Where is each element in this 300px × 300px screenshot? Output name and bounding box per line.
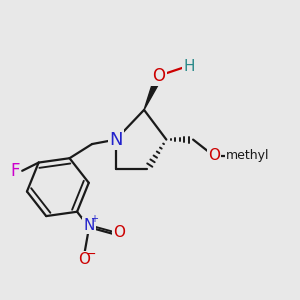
Text: methyl: methyl xyxy=(241,155,245,156)
Text: F: F xyxy=(10,162,20,180)
Text: O: O xyxy=(152,67,165,85)
Polygon shape xyxy=(144,74,163,110)
Text: O: O xyxy=(113,225,125,240)
Text: N: N xyxy=(109,130,123,148)
Text: O: O xyxy=(78,252,90,267)
Text: H: H xyxy=(184,59,195,74)
Text: N: N xyxy=(83,218,95,233)
Text: methyl: methyl xyxy=(226,149,269,162)
Text: −: − xyxy=(85,248,96,261)
Text: O: O xyxy=(208,148,220,164)
Text: +: + xyxy=(90,214,98,224)
